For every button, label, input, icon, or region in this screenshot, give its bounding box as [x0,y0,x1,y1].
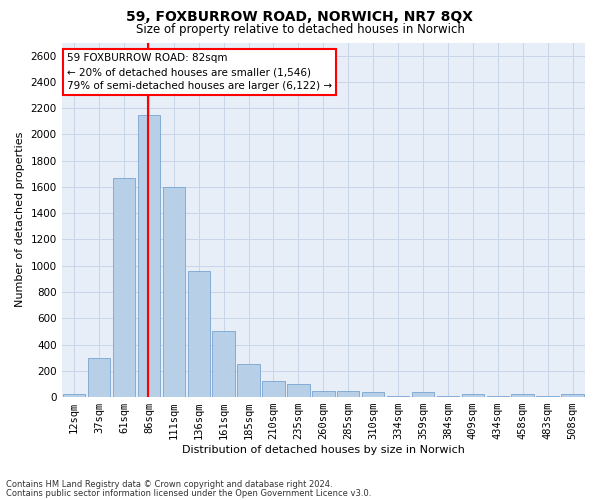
Bar [312,390,335,397]
Bar [562,394,584,397]
Text: Contains public sector information licensed under the Open Government Licence v3: Contains public sector information licen… [6,490,371,498]
Bar [88,358,110,397]
Bar [212,332,235,397]
Bar [362,392,385,397]
Bar [287,384,310,397]
Bar [163,187,185,397]
Bar [487,396,509,397]
Y-axis label: Number of detached properties: Number of detached properties [15,132,25,308]
Text: Contains HM Land Registry data © Crown copyright and database right 2024.: Contains HM Land Registry data © Crown c… [6,480,332,489]
Bar [238,364,260,397]
Text: Size of property relative to detached houses in Norwich: Size of property relative to detached ho… [136,22,464,36]
Bar [262,382,285,397]
Bar [137,114,160,397]
Bar [387,396,409,397]
Bar [63,394,85,397]
Text: 59 FOXBURROW ROAD: 82sqm
← 20% of detached houses are smaller (1,546)
79% of sem: 59 FOXBURROW ROAD: 82sqm ← 20% of detach… [67,53,332,91]
Bar [412,392,434,397]
Bar [337,390,359,397]
Text: 59, FOXBURROW ROAD, NORWICH, NR7 8QX: 59, FOXBURROW ROAD, NORWICH, NR7 8QX [127,10,473,24]
Bar [461,394,484,397]
Bar [188,271,210,397]
Bar [437,396,459,397]
Bar [113,178,135,397]
Bar [536,396,559,397]
X-axis label: Distribution of detached houses by size in Norwich: Distribution of detached houses by size … [182,445,465,455]
Bar [511,394,534,397]
